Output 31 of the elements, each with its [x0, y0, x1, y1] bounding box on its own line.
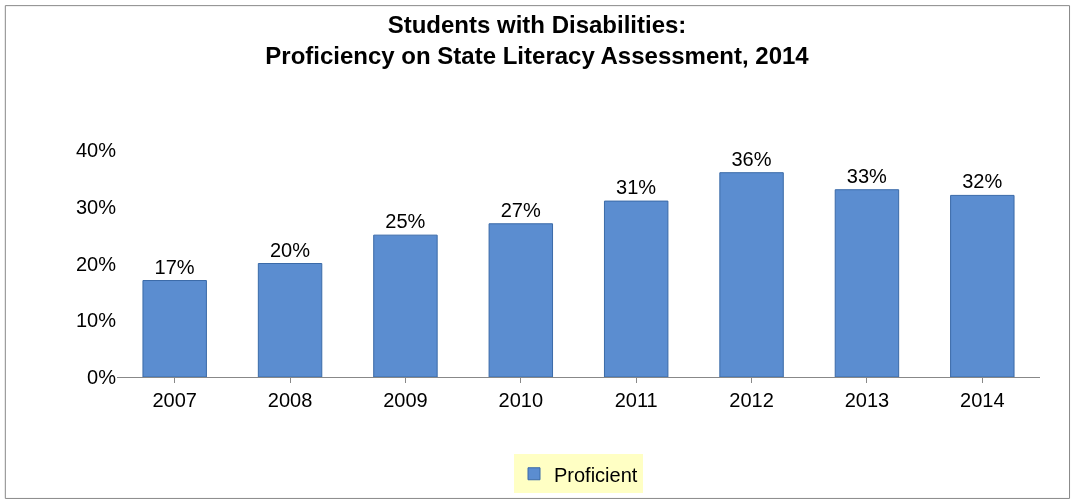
bar [719, 172, 784, 377]
data-label: 31% [616, 176, 657, 199]
data-label: 25% [385, 210, 426, 233]
x-tick-label: 2007 [152, 389, 197, 411]
bar [950, 194, 1015, 377]
data-label: 20% [269, 238, 311, 261]
legend-label: Proficient [554, 463, 638, 486]
data-label: 33% [846, 164, 888, 187]
bar [488, 223, 554, 377]
bar [257, 263, 323, 377]
x-tick-label: 2013 [844, 389, 890, 411]
chart-title: Students with Disabilities: Proficiency on State Literacy Assessment, 2014 [265, 10, 810, 69]
bar [603, 200, 669, 377]
x-tick-label: 2014 [960, 389, 1005, 411]
y-tick-label: 40% [75, 139, 117, 161]
data-label: 36% [731, 147, 772, 170]
y-tick-label: 30% [75, 195, 117, 218]
data-label: 17% [154, 255, 195, 278]
data-label: 32% [962, 170, 1003, 193]
y-tick-label: 20% [75, 252, 117, 275]
y-tick-label: 10% [75, 309, 117, 332]
x-tick-label: 2012 [729, 389, 774, 411]
bar [834, 189, 900, 377]
x-tick-label: 2011 [614, 389, 658, 411]
y-tick-label: 0% [87, 366, 117, 388]
data-label: 27% [500, 198, 541, 221]
x-tick-label: 2008 [267, 389, 313, 411]
bar [142, 280, 207, 377]
bar [373, 234, 438, 377]
x-tick-label: 2009 [383, 389, 428, 411]
x-tick-label: 2010 [498, 389, 544, 411]
